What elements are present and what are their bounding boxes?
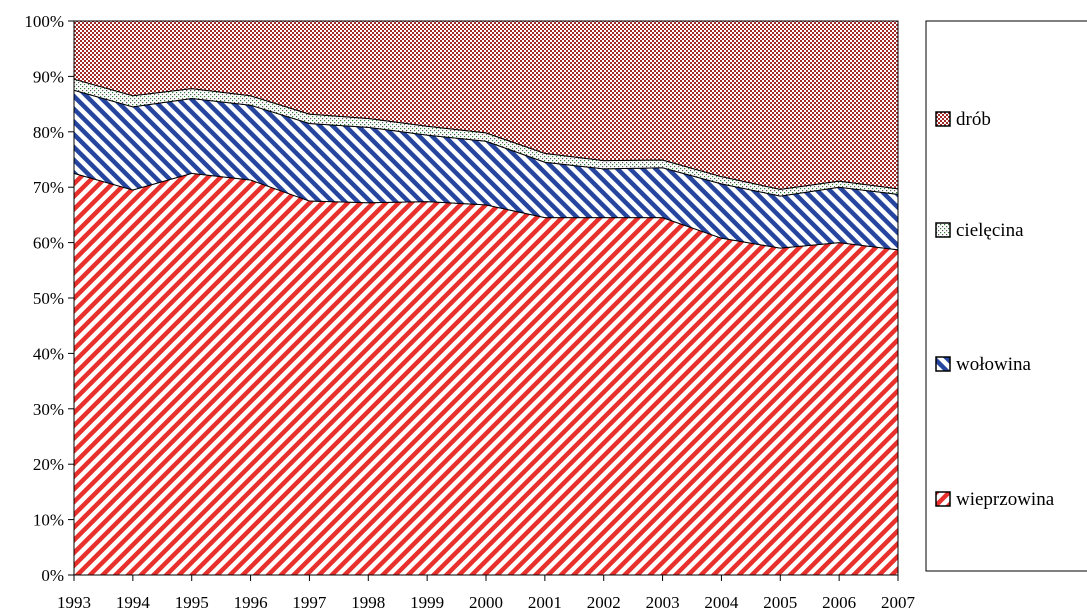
areas-layer [73, 20, 899, 576]
y-tick-label: 20% [33, 455, 64, 474]
x-tick-label: 1998 [351, 593, 385, 612]
x-tick-label: 1997 [292, 593, 327, 612]
x-tick-label: 2004 [704, 593, 739, 612]
x-tick-label: 2002 [587, 593, 621, 612]
legend-label-wołowina: wołowina [956, 354, 1032, 375]
legend: drób cielęcina wołowina wieprzowina [925, 20, 1087, 572]
x-tick-label: 2007 [881, 593, 916, 612]
legend-swatch-cielęcina [935, 222, 951, 238]
x-tick-label: 1999 [410, 593, 444, 612]
y-tick-label: 60% [33, 234, 64, 253]
y-tick-label: 40% [33, 344, 64, 363]
axes-layer: 0% 10% 20% 30% 40% 50% 60% 70% 80% 90% 100% 1993 199… [24, 12, 915, 612]
y-tick-label: 70% [33, 178, 64, 197]
legend-swatch-wołowina [935, 356, 951, 372]
legend-label-wieprzowina: wieprzowina [956, 489, 1055, 510]
legend-label-cielęcina: cielęcina [956, 220, 1024, 241]
legend-box [925, 20, 1087, 572]
x-tick-label: 1995 [175, 593, 209, 612]
y-tick-label: 100% [24, 12, 64, 31]
legend-swatch-wieprzowina [935, 491, 951, 507]
x-tick-label: 1994 [116, 593, 151, 612]
x-tick-label: 2005 [763, 593, 797, 612]
x-tick-label: 1993 [57, 593, 91, 612]
x-tick-label: 1996 [234, 593, 268, 612]
x-tick-label: 2006 [822, 593, 856, 612]
x-tick-label: 2003 [646, 593, 680, 612]
y-tick-label: 30% [33, 400, 64, 419]
legend-swatch-drób [935, 111, 951, 127]
y-tick-label: 90% [33, 67, 64, 86]
y-tick-label: 10% [33, 511, 64, 530]
legend-label-drób: drób [956, 109, 991, 130]
y-tick-label: 0% [41, 566, 64, 585]
x-tick-label: 2001 [528, 593, 562, 612]
y-tick-label: 80% [33, 123, 64, 142]
y-tick-label: 50% [33, 289, 64, 308]
x-tick-label: 2000 [469, 593, 503, 612]
